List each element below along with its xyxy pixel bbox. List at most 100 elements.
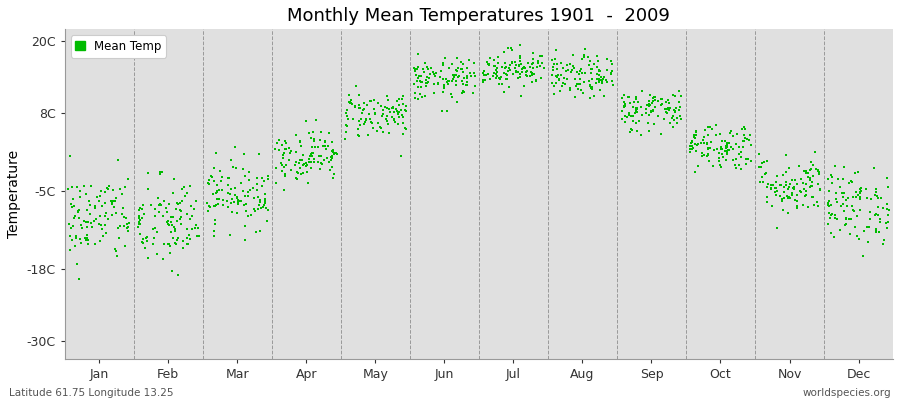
- Point: [450, 65, 464, 72]
- Point: [131, 215, 146, 222]
- Point: [755, 160, 770, 166]
- Point: [134, 239, 148, 246]
- Point: [476, 77, 491, 83]
- Point: [341, 116, 356, 122]
- Point: [697, 134, 711, 140]
- Point: [486, 57, 500, 64]
- Point: [105, 212, 120, 218]
- Point: [482, 54, 497, 61]
- Point: [311, 159, 326, 166]
- Point: [694, 140, 708, 146]
- Point: [456, 88, 471, 95]
- Point: [842, 216, 856, 222]
- Point: [519, 69, 534, 75]
- Point: [464, 70, 478, 76]
- Point: [310, 117, 324, 124]
- Point: [450, 54, 464, 61]
- Point: [248, 228, 263, 235]
- Point: [170, 235, 184, 242]
- Point: [824, 211, 839, 217]
- Point: [328, 150, 342, 156]
- Point: [155, 169, 169, 176]
- Point: [644, 108, 658, 114]
- Point: [506, 71, 520, 78]
- Point: [555, 80, 570, 86]
- Point: [250, 181, 265, 188]
- Point: [99, 210, 113, 216]
- Point: [496, 48, 510, 55]
- Point: [396, 131, 410, 137]
- Point: [685, 146, 699, 152]
- Point: [213, 168, 228, 174]
- Point: [206, 190, 220, 197]
- Point: [455, 81, 470, 88]
- Point: [777, 189, 791, 196]
- Point: [706, 146, 721, 153]
- Point: [760, 184, 774, 190]
- Point: [616, 104, 631, 110]
- Point: [348, 83, 363, 89]
- Point: [716, 154, 730, 160]
- Point: [561, 61, 575, 68]
- Point: [668, 109, 682, 116]
- Point: [376, 106, 391, 113]
- Point: [644, 109, 659, 116]
- Point: [728, 141, 742, 147]
- Point: [689, 142, 704, 148]
- Point: [512, 52, 526, 59]
- Point: [544, 72, 559, 78]
- Point: [338, 110, 353, 116]
- Point: [399, 126, 413, 133]
- Point: [373, 124, 387, 130]
- Point: [502, 84, 517, 90]
- Point: [493, 75, 508, 82]
- Point: [856, 253, 870, 259]
- Point: [140, 255, 155, 261]
- Point: [277, 163, 292, 170]
- Point: [152, 171, 166, 177]
- Point: [314, 160, 328, 167]
- Point: [582, 83, 597, 90]
- Point: [666, 124, 680, 130]
- Point: [709, 132, 724, 138]
- Point: [256, 202, 271, 208]
- Point: [595, 79, 609, 86]
- Point: [204, 174, 219, 180]
- Point: [208, 190, 222, 196]
- Point: [441, 78, 455, 84]
- Point: [202, 181, 216, 188]
- Point: [782, 165, 796, 172]
- Point: [133, 221, 148, 228]
- Point: [623, 100, 637, 106]
- Point: [737, 131, 751, 138]
- Point: [207, 164, 221, 171]
- Point: [356, 107, 370, 113]
- Point: [615, 107, 629, 114]
- Point: [752, 179, 767, 185]
- Point: [836, 190, 850, 196]
- Point: [253, 197, 267, 203]
- Point: [499, 64, 513, 70]
- Point: [93, 238, 107, 244]
- Point: [595, 78, 609, 84]
- Point: [642, 98, 656, 104]
- Point: [304, 159, 319, 165]
- Point: [200, 200, 214, 206]
- Point: [733, 162, 747, 168]
- Point: [370, 128, 384, 134]
- Point: [225, 209, 239, 215]
- Point: [645, 98, 660, 104]
- Point: [629, 96, 643, 102]
- Point: [359, 116, 374, 122]
- Point: [577, 54, 591, 60]
- Point: [772, 182, 787, 188]
- Point: [421, 75, 436, 81]
- Point: [514, 61, 528, 67]
- Point: [287, 162, 302, 169]
- Point: [878, 237, 892, 244]
- Point: [143, 202, 157, 208]
- Point: [436, 76, 450, 83]
- Point: [255, 175, 269, 182]
- Point: [557, 81, 572, 88]
- Point: [421, 66, 436, 73]
